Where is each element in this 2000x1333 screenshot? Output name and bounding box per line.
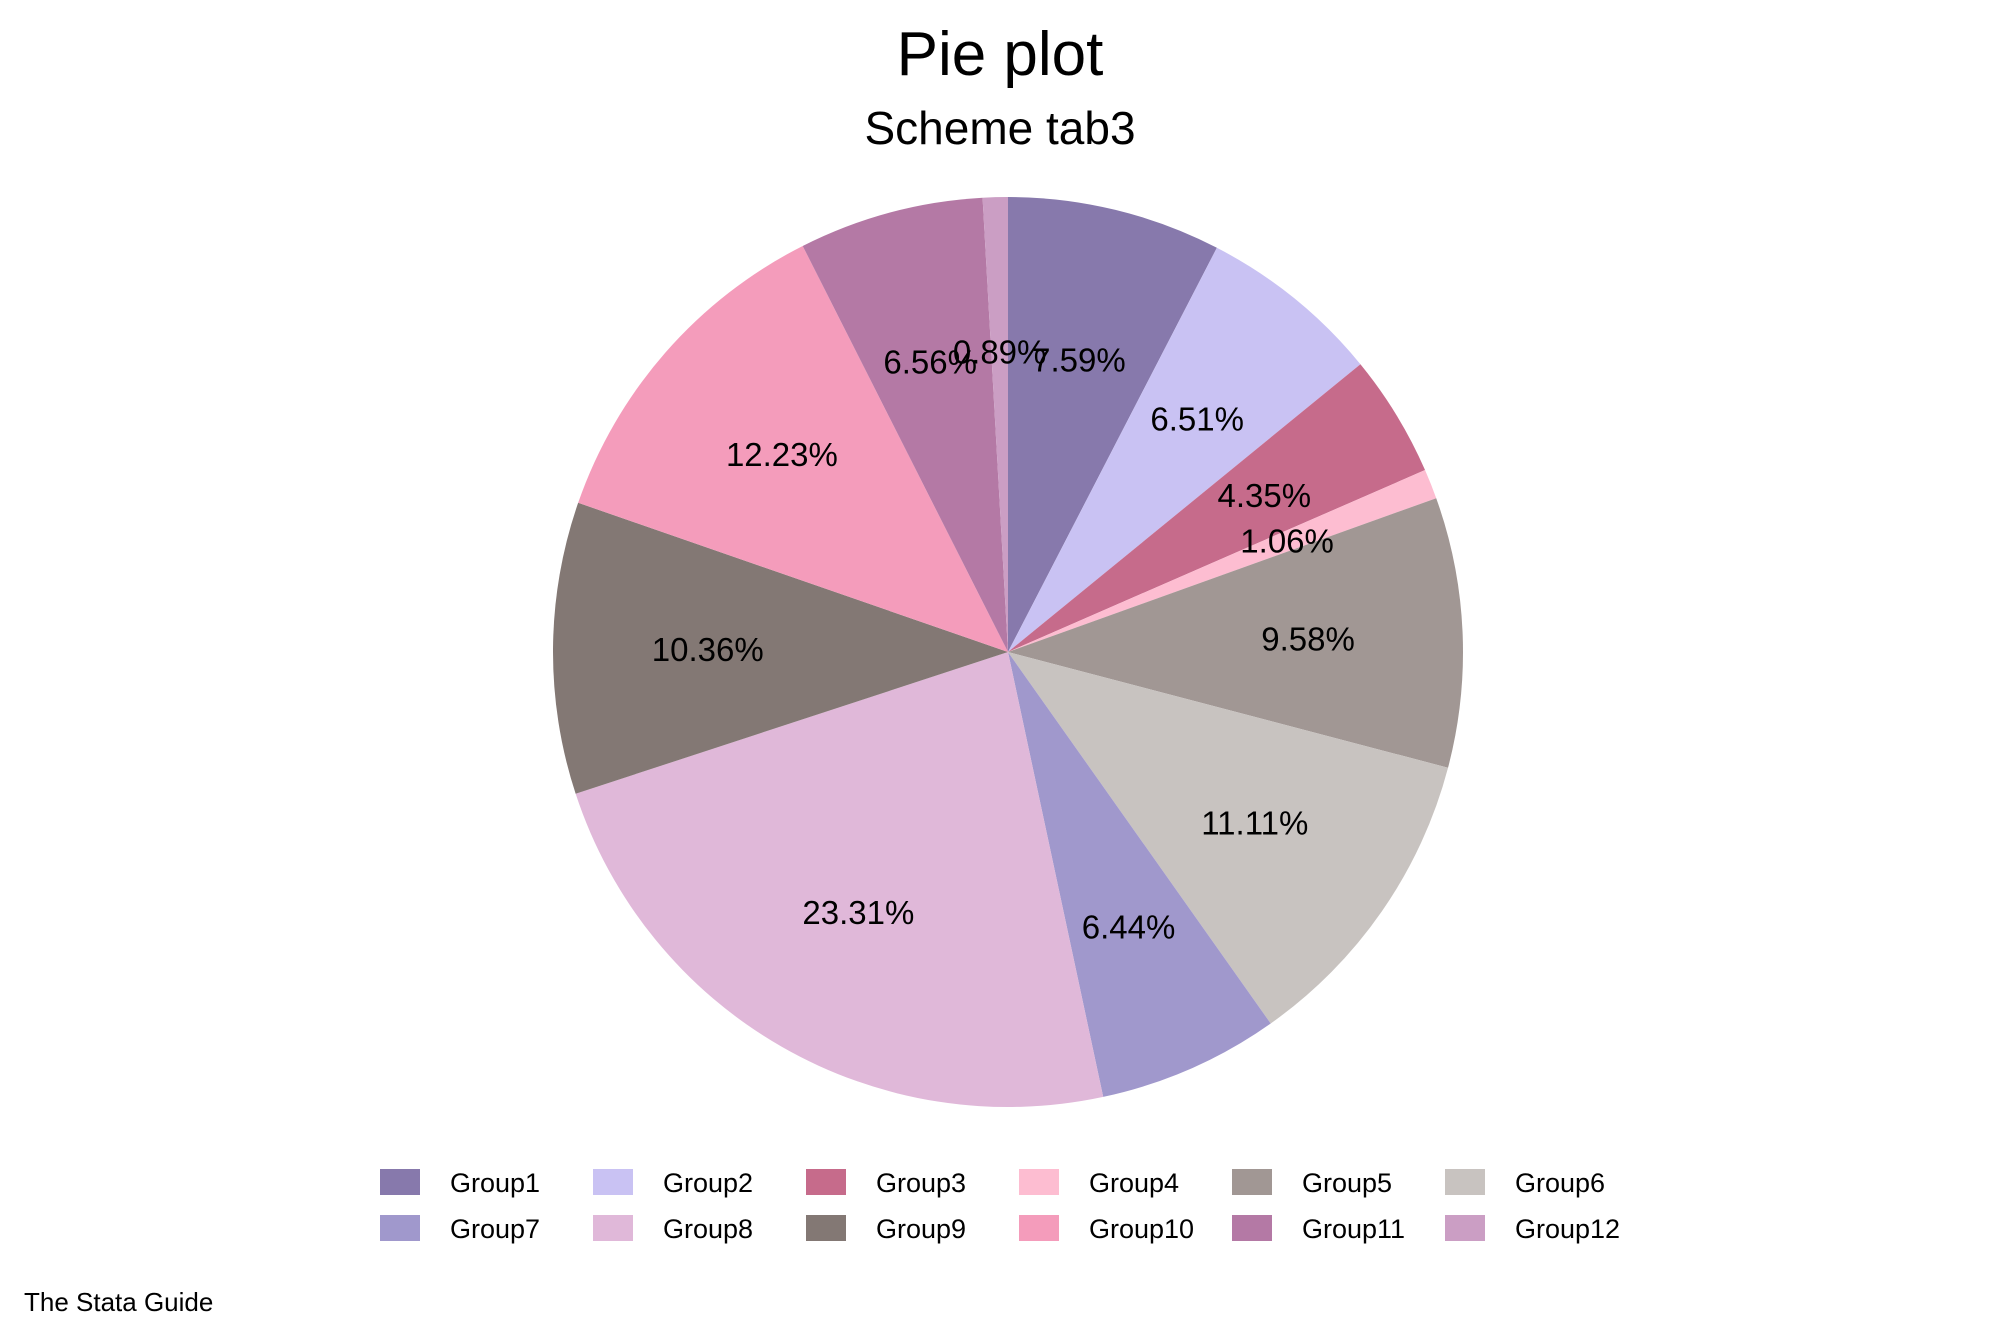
- chart-subtitle: Scheme tab3: [864, 102, 1136, 154]
- pie-slice-group7: [1008, 652, 1271, 1097]
- legend-swatch: [593, 1169, 633, 1195]
- pie-slice-group8: [575, 652, 1104, 1107]
- legend-label: Group11: [1302, 1214, 1406, 1244]
- slice-label-group9: 10.36%: [652, 631, 764, 668]
- pie-slice-group4: [1008, 470, 1437, 652]
- pie-slice-group12: [982, 197, 1008, 652]
- pie-slice-group6: [1008, 652, 1449, 1024]
- slice-label-group1: 7.59%: [1032, 342, 1126, 379]
- legend-label: Group10: [1089, 1214, 1195, 1244]
- legend-label: Group1: [450, 1168, 541, 1198]
- slice-label-group10: 12.23%: [726, 436, 838, 473]
- slice-label-group6: 11.11%: [1201, 805, 1308, 842]
- slice-label-group12: 0.89%: [953, 333, 1047, 370]
- slice-label-group5: 9.58%: [1261, 620, 1355, 657]
- slice-label-group7: 6.44%: [1082, 909, 1176, 946]
- legend-label: Group5: [1302, 1168, 1393, 1198]
- legend-label: Group3: [876, 1168, 967, 1198]
- pie-slice-group5: [1008, 498, 1463, 768]
- slice-label-group3: 4.35%: [1218, 477, 1312, 514]
- legend-swatch: [380, 1215, 420, 1241]
- legend-label: Group9: [876, 1214, 967, 1244]
- slice-label-group8: 23.31%: [802, 894, 914, 931]
- pie-slice-group1: [1008, 197, 1217, 652]
- chart-title: Pie plot: [896, 20, 1104, 89]
- legend-swatch: [593, 1215, 633, 1241]
- legend-swatch: [806, 1169, 846, 1195]
- pie-slice-group9: [553, 502, 1008, 794]
- legend-label: Group12: [1515, 1214, 1621, 1244]
- legend-swatch: [1019, 1169, 1059, 1195]
- chart-note: The Stata Guide: [24, 1287, 214, 1317]
- legend-swatch: [1445, 1169, 1485, 1195]
- legend-swatch: [1019, 1215, 1059, 1241]
- slice-label-group2: 6.51%: [1150, 400, 1244, 437]
- legend-label: Group8: [663, 1214, 754, 1244]
- legend-swatch: [380, 1169, 420, 1195]
- legend-swatch: [1232, 1169, 1272, 1195]
- slice-label-group4: 1.06%: [1240, 523, 1334, 560]
- pie-slice-group10: [578, 245, 1008, 652]
- pie-slice-group2: [1008, 247, 1361, 653]
- legend-swatch: [1232, 1215, 1272, 1241]
- pie-slice-group11: [802, 197, 1008, 652]
- legend-swatch: [806, 1215, 846, 1241]
- legend-label: Group6: [1515, 1168, 1606, 1198]
- legend-label: Group4: [1089, 1168, 1180, 1198]
- legend-label: Group2: [663, 1168, 754, 1198]
- slice-label-group11: 6.56%: [883, 343, 977, 380]
- legend-label: Group7: [450, 1214, 541, 1244]
- legend-swatch: [1445, 1215, 1485, 1241]
- pie-slice-group3: [1008, 364, 1426, 652]
